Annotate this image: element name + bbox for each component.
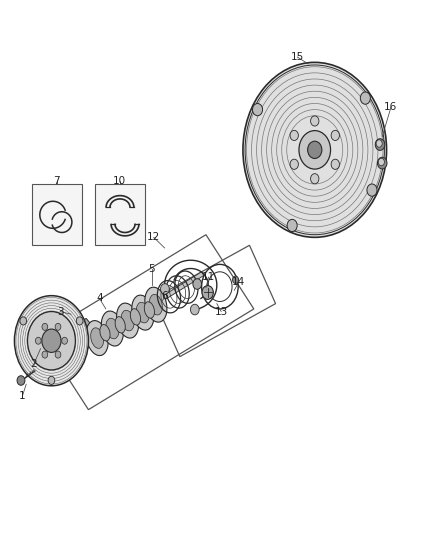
Text: 14: 14 [232, 277, 245, 287]
Circle shape [367, 184, 377, 196]
Ellipse shape [136, 302, 149, 323]
Ellipse shape [106, 318, 119, 339]
Text: 5: 5 [148, 264, 155, 274]
Circle shape [191, 304, 199, 315]
Ellipse shape [100, 325, 110, 341]
Circle shape [311, 174, 319, 184]
Ellipse shape [131, 309, 141, 325]
Circle shape [376, 140, 382, 147]
Text: 1: 1 [19, 391, 25, 401]
Circle shape [331, 131, 339, 141]
Circle shape [290, 131, 298, 141]
Circle shape [202, 286, 213, 300]
Ellipse shape [84, 335, 89, 348]
Ellipse shape [145, 287, 167, 322]
Circle shape [360, 92, 371, 104]
Ellipse shape [103, 327, 109, 339]
Ellipse shape [144, 302, 155, 318]
Text: 4: 4 [96, 293, 102, 303]
Circle shape [55, 324, 61, 330]
Ellipse shape [92, 330, 98, 343]
Circle shape [14, 296, 88, 386]
Circle shape [331, 159, 339, 169]
Text: 11: 11 [202, 272, 215, 282]
Ellipse shape [149, 294, 162, 315]
Bar [32, 184, 82, 245]
Text: 7: 7 [53, 175, 60, 185]
Circle shape [20, 317, 27, 325]
Circle shape [311, 116, 319, 126]
Ellipse shape [101, 311, 124, 346]
Circle shape [290, 159, 298, 169]
Circle shape [378, 157, 387, 169]
Polygon shape [82, 272, 204, 350]
Circle shape [35, 337, 41, 344]
Text: 10: 10 [113, 175, 126, 185]
Ellipse shape [117, 303, 139, 338]
Circle shape [28, 312, 75, 370]
Circle shape [375, 139, 385, 150]
Circle shape [299, 131, 331, 169]
Text: 3: 3 [57, 306, 64, 317]
Circle shape [48, 376, 55, 384]
Text: 6: 6 [161, 290, 168, 301]
Circle shape [62, 337, 67, 344]
Ellipse shape [121, 310, 134, 331]
Circle shape [307, 141, 322, 158]
Ellipse shape [132, 295, 154, 330]
Circle shape [287, 220, 297, 232]
Circle shape [252, 103, 262, 116]
Text: 12: 12 [147, 232, 160, 243]
Text: 16: 16 [384, 102, 398, 112]
Circle shape [76, 317, 83, 325]
Circle shape [42, 351, 48, 358]
Circle shape [193, 279, 201, 289]
Circle shape [243, 62, 387, 237]
Circle shape [233, 276, 239, 284]
Text: 13: 13 [215, 306, 228, 317]
Text: 2: 2 [31, 359, 37, 368]
Circle shape [42, 324, 48, 330]
Circle shape [17, 376, 25, 385]
Text: 15: 15 [291, 52, 304, 62]
Ellipse shape [115, 317, 125, 333]
Bar [95, 184, 145, 245]
Circle shape [55, 351, 61, 358]
Ellipse shape [91, 328, 104, 349]
Circle shape [42, 329, 61, 352]
Ellipse shape [86, 320, 108, 356]
Polygon shape [80, 318, 91, 328]
Circle shape [161, 284, 169, 294]
Circle shape [378, 158, 385, 166]
